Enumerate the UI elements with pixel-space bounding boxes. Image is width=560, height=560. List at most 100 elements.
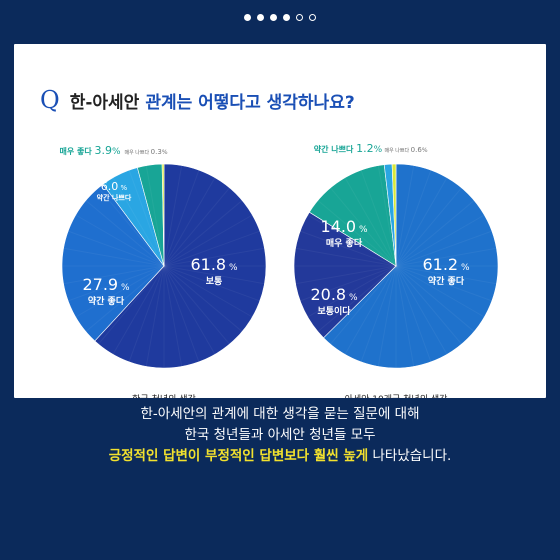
slice-category-label: 보통 xyxy=(206,276,223,287)
slice-label-outside: 약간 나쁘다 1.2% xyxy=(314,142,383,155)
slice-category-label: 약간 좋다 xyxy=(88,295,125,307)
pie-slice xyxy=(391,163,397,267)
page-dot[interactable] xyxy=(283,14,290,21)
pie-texture-line xyxy=(75,265,165,318)
pie-texture-line xyxy=(63,247,165,267)
slice-percent-label: % xyxy=(226,263,238,273)
pie-texture-line xyxy=(163,177,216,267)
slice-value-label: 1.2 xyxy=(356,142,374,155)
pie-slice xyxy=(293,211,397,339)
survey-card: Q 한-아세안 관계는 어떻다고 생각하나요? 61.8 % 보통 27.9 % 약간… xyxy=(14,44,546,398)
pie-texture-line xyxy=(163,200,243,267)
pie-texture-line xyxy=(295,247,397,267)
pie-texture-line xyxy=(377,265,397,367)
slice-label-outside: 매우 나쁘다 0.6% xyxy=(384,146,427,154)
pie-texture-line xyxy=(163,187,230,267)
pie-texture-line xyxy=(344,177,397,267)
pie-texture-line xyxy=(75,214,165,267)
slice-value-label: 61.8 % xyxy=(190,255,237,274)
pie-texture-line xyxy=(163,165,183,267)
pie-texture-line xyxy=(163,214,253,267)
pie-texture-line xyxy=(395,177,448,267)
page-dot[interactable] xyxy=(244,14,251,21)
pie-texture-line xyxy=(307,214,397,267)
pie-texture-line xyxy=(395,265,415,367)
pie-texture-line xyxy=(330,187,397,267)
footer-caption: 한-아세안의 관계에 대한 생각을 묻는 질문에 대해 한국 청년들과 아세안 … xyxy=(0,404,560,467)
page-dot[interactable] xyxy=(257,14,264,21)
slice-value-label: 3.9 xyxy=(94,144,112,157)
pie-texture-line xyxy=(163,265,183,367)
pie-texture-line xyxy=(163,265,265,285)
pie-texture-line xyxy=(67,230,165,267)
pagination-dots xyxy=(0,14,560,21)
slice-percent-label: % xyxy=(356,225,368,235)
pie-texture-line xyxy=(163,265,253,318)
pie-texture-line xyxy=(395,169,432,267)
slice-percent-label: % xyxy=(118,283,130,293)
pie-texture-line xyxy=(395,265,462,345)
slice-percent-label: % xyxy=(422,147,428,154)
slice-category-label: 약간 나쁘다 xyxy=(314,144,356,154)
slice-value-label: 27.9 % xyxy=(82,275,129,294)
slice-percent-label: % xyxy=(112,147,121,157)
pie-texture-line xyxy=(317,265,397,332)
pie-texture-line xyxy=(395,265,493,302)
pie-texture-line xyxy=(128,169,165,267)
slice-percent-label: % xyxy=(346,293,358,303)
pie-slice xyxy=(94,163,267,369)
slice-value-number: 14.0 xyxy=(320,217,356,236)
slice-label-outside: 매우 좋다 3.9% xyxy=(59,144,121,157)
pie-slice xyxy=(61,183,165,342)
slice-value-label: 14.0 % xyxy=(320,217,367,236)
slice-category-label: 약간 나쁘다 xyxy=(97,193,132,202)
question-highlight: 관계는 어떻다고 생각하나요? xyxy=(145,93,355,113)
pie-texture-line xyxy=(112,265,165,355)
slice-percent-label: % xyxy=(374,145,383,155)
slice-value-label: 20.8 % xyxy=(310,285,357,304)
pie-texture-line xyxy=(163,230,261,267)
pie-texture-line xyxy=(98,187,165,267)
pie-texture-line xyxy=(128,265,165,363)
pie-texture-line xyxy=(163,265,216,355)
question-title: Q 한-아세안 관계는 어떻다고 생각하나요? xyxy=(40,86,355,114)
slice-percent-label: % xyxy=(162,149,168,156)
pie-texture-line xyxy=(395,247,497,267)
pie-texture-line xyxy=(163,265,200,363)
pie-texture-line xyxy=(145,165,165,267)
slice-category-label: 매우 좋다 xyxy=(326,237,363,249)
pie-texture-line xyxy=(395,265,475,332)
pie-texture-line xyxy=(395,165,415,267)
pie-texture-line xyxy=(98,265,165,345)
pie-texture-line xyxy=(299,230,397,267)
pie-texture-line xyxy=(395,265,485,318)
pie-texture-line xyxy=(317,200,397,267)
slice-value-label: 0.3 xyxy=(151,148,162,156)
slice-category-label: 보통이다 xyxy=(317,305,351,317)
pie-texture-line xyxy=(163,169,200,267)
page-dot[interactable] xyxy=(296,14,303,21)
pie-texture-line xyxy=(395,187,462,267)
pie-texture-line xyxy=(395,200,475,267)
pie-texture-line xyxy=(395,265,432,363)
slice-value-number: 61.8 xyxy=(190,255,226,274)
pie-texture-line xyxy=(112,177,165,267)
slice-value-label: 61.2 % xyxy=(422,255,469,274)
pie-texture-line xyxy=(85,200,165,267)
pie-texture-line xyxy=(395,265,448,355)
pie-texture-line xyxy=(67,265,165,302)
slice-value-label: 6.0 % xyxy=(101,180,128,193)
pie-slice xyxy=(323,163,499,369)
page-dot[interactable] xyxy=(309,14,316,21)
page-dot[interactable] xyxy=(270,14,277,21)
slice-category-label: 매우 나쁘다 xyxy=(384,147,410,154)
footer-line-1: 한-아세안의 관계에 대한 생각을 묻는 질문에 대해 xyxy=(140,406,420,422)
pie-texture-line xyxy=(395,265,497,285)
pie-texture-line xyxy=(377,165,397,267)
pie-texture-line xyxy=(330,265,397,345)
slice-percent-label: % xyxy=(458,263,470,273)
pie-texture-line xyxy=(163,247,265,267)
slice-category-label: 약간 좋다 xyxy=(428,275,465,287)
question-prefix: 한-아세안 xyxy=(69,93,140,113)
